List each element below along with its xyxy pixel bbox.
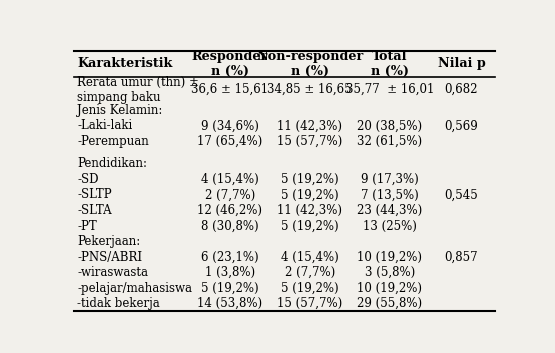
Text: 3 (5,8%): 3 (5,8%) xyxy=(365,266,415,279)
Text: Karakteristik: Karakteristik xyxy=(77,57,173,70)
Text: Pekerjaan:: Pekerjaan: xyxy=(77,235,140,248)
Text: 5 (19,2%): 5 (19,2%) xyxy=(281,220,339,233)
Text: 36,6 ± 15,61: 36,6 ± 15,61 xyxy=(191,83,268,96)
Text: 32 (61,5%): 32 (61,5%) xyxy=(357,135,422,148)
Text: Non-responder
n (%): Non-responder n (%) xyxy=(256,50,364,78)
Text: 4 (15,4%): 4 (15,4%) xyxy=(281,251,339,264)
Text: 29 (55,8%): 29 (55,8%) xyxy=(357,297,422,310)
Text: 34,85 ± 16,65: 34,85 ± 16,65 xyxy=(268,83,352,96)
Text: -wiraswasta: -wiraswasta xyxy=(77,266,148,279)
Text: 1 (3,8%): 1 (3,8%) xyxy=(205,266,255,279)
Text: 0,857: 0,857 xyxy=(445,251,478,264)
Text: 12 (46,2%): 12 (46,2%) xyxy=(197,204,262,217)
Text: 10 (19,2%): 10 (19,2%) xyxy=(357,251,422,264)
Text: 5 (19,2%): 5 (19,2%) xyxy=(281,282,339,295)
Text: -Laki-laki: -Laki-laki xyxy=(77,119,132,132)
Text: -PNS/ABRI: -PNS/ABRI xyxy=(77,251,142,264)
Text: 2 (7,7%): 2 (7,7%) xyxy=(204,189,255,202)
Text: -SD: -SD xyxy=(77,173,99,186)
Text: -SLTA: -SLTA xyxy=(77,204,112,217)
Text: -pelajar/mahasiswa: -pelajar/mahasiswa xyxy=(77,282,192,295)
Text: Nilai p: Nilai p xyxy=(437,57,486,70)
Text: -SLTP: -SLTP xyxy=(77,189,112,202)
Text: 15 (57,7%): 15 (57,7%) xyxy=(277,135,342,148)
Text: 5 (19,2%): 5 (19,2%) xyxy=(281,173,339,186)
Text: Rerata umur (thn) ±
simpang baku: Rerata umur (thn) ± simpang baku xyxy=(77,76,199,104)
Text: Responder
n (%): Responder n (%) xyxy=(191,50,268,78)
Text: 14 (53,8%): 14 (53,8%) xyxy=(197,297,262,310)
Text: Pendidikan:: Pendidikan: xyxy=(77,157,147,170)
Text: 5 (19,2%): 5 (19,2%) xyxy=(281,189,339,202)
Text: 2 (7,7%): 2 (7,7%) xyxy=(285,266,335,279)
Text: 11 (42,3%): 11 (42,3%) xyxy=(278,119,342,132)
Text: 17 (65,4%): 17 (65,4%) xyxy=(197,135,263,148)
Text: 0,682: 0,682 xyxy=(445,83,478,96)
Text: Jenis Kelamin:: Jenis Kelamin: xyxy=(77,104,163,117)
Text: 7 (13,5%): 7 (13,5%) xyxy=(361,189,418,202)
Text: 15 (57,7%): 15 (57,7%) xyxy=(277,297,342,310)
Text: 8 (30,8%): 8 (30,8%) xyxy=(201,220,259,233)
Text: 23 (44,3%): 23 (44,3%) xyxy=(357,204,422,217)
Text: Total
n (%): Total n (%) xyxy=(371,50,409,78)
Text: -PT: -PT xyxy=(77,220,97,233)
Text: 20 (38,5%): 20 (38,5%) xyxy=(357,119,422,132)
Text: 0,545: 0,545 xyxy=(445,189,478,202)
Text: 5 (19,2%): 5 (19,2%) xyxy=(201,282,259,295)
Text: 35,77  ± 16,01: 35,77 ± 16,01 xyxy=(346,83,434,96)
Text: 13 (25%): 13 (25%) xyxy=(363,220,417,233)
Text: 9 (17,3%): 9 (17,3%) xyxy=(361,173,418,186)
Text: 10 (19,2%): 10 (19,2%) xyxy=(357,282,422,295)
Text: -Perempuan: -Perempuan xyxy=(77,135,149,148)
Text: 9 (34,6%): 9 (34,6%) xyxy=(201,119,259,132)
Text: 4 (15,4%): 4 (15,4%) xyxy=(201,173,259,186)
Text: 6 (23,1%): 6 (23,1%) xyxy=(201,251,259,264)
Text: 11 (42,3%): 11 (42,3%) xyxy=(278,204,342,217)
Text: -tidak bekerja: -tidak bekerja xyxy=(77,297,160,310)
Text: 0,569: 0,569 xyxy=(445,119,478,132)
